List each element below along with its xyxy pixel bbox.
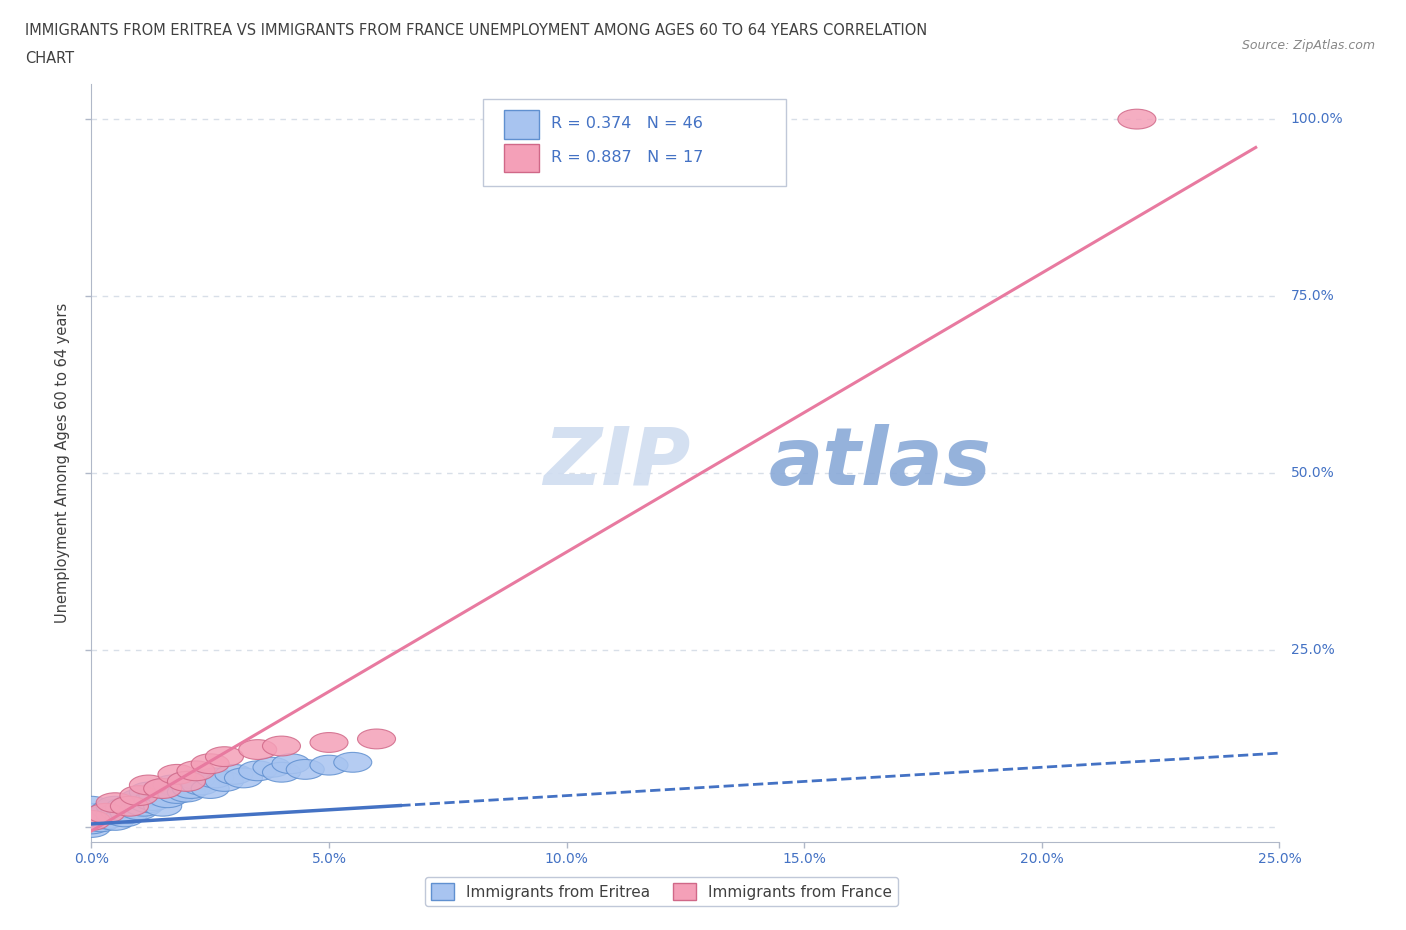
Legend: Immigrants from Eritrea, Immigrants from France: Immigrants from Eritrea, Immigrants from… [425,877,898,906]
Ellipse shape [120,790,157,809]
Ellipse shape [225,768,263,788]
Ellipse shape [129,792,167,813]
Text: R = 0.887   N = 17: R = 0.887 N = 17 [551,150,703,165]
Ellipse shape [96,804,134,825]
Ellipse shape [167,772,205,791]
Ellipse shape [205,747,243,766]
Ellipse shape [105,807,143,827]
Text: 100.0%: 100.0% [1291,113,1343,126]
Ellipse shape [125,796,163,817]
Ellipse shape [263,737,301,756]
Text: 25.0%: 25.0% [1291,644,1334,658]
Text: 50.0%: 50.0% [1291,466,1334,480]
Ellipse shape [139,786,177,805]
FancyBboxPatch shape [484,99,786,186]
Ellipse shape [101,802,139,822]
Ellipse shape [195,768,233,788]
Text: ZIP: ZIP [543,424,690,501]
Ellipse shape [72,796,111,817]
Text: R = 0.374   N = 46: R = 0.374 N = 46 [551,116,703,131]
Ellipse shape [72,804,111,823]
Ellipse shape [177,769,215,790]
Ellipse shape [157,764,195,784]
Text: 75.0%: 75.0% [1291,289,1334,303]
Ellipse shape [143,778,181,799]
Ellipse shape [87,809,125,829]
Text: CHART: CHART [25,51,75,66]
Ellipse shape [143,796,181,817]
Ellipse shape [105,798,143,817]
Ellipse shape [120,800,157,819]
Ellipse shape [181,775,219,795]
Ellipse shape [167,782,205,802]
Ellipse shape [215,764,253,784]
Ellipse shape [253,757,291,777]
Ellipse shape [357,729,395,749]
Ellipse shape [143,778,181,799]
Ellipse shape [96,792,134,813]
Ellipse shape [129,775,167,795]
Text: IMMIGRANTS FROM ERITREA VS IMMIGRANTS FROM FRANCE UNEMPLOYMENT AMONG AGES 60 TO : IMMIGRANTS FROM ERITREA VS IMMIGRANTS FR… [25,23,928,38]
Ellipse shape [149,788,187,807]
Ellipse shape [72,810,111,830]
Ellipse shape [167,772,205,791]
FancyBboxPatch shape [503,111,540,139]
Ellipse shape [111,796,149,817]
Y-axis label: Unemployment Among Ages 60 to 64 years: Unemployment Among Ages 60 to 64 years [55,302,70,623]
Ellipse shape [96,810,134,830]
Ellipse shape [134,790,172,810]
Text: Source: ZipAtlas.com: Source: ZipAtlas.com [1241,39,1375,52]
Ellipse shape [72,817,111,837]
Ellipse shape [1118,109,1156,129]
Ellipse shape [72,814,111,834]
Text: atlas: atlas [769,424,991,501]
Ellipse shape [111,804,149,823]
Ellipse shape [129,782,167,802]
Ellipse shape [263,763,301,782]
Ellipse shape [239,761,277,780]
Ellipse shape [157,784,195,804]
FancyBboxPatch shape [503,143,540,172]
Ellipse shape [191,778,229,799]
Ellipse shape [239,739,277,760]
Ellipse shape [115,792,153,813]
Ellipse shape [287,760,325,779]
Ellipse shape [333,752,371,772]
Ellipse shape [87,804,125,823]
Ellipse shape [120,786,157,805]
Ellipse shape [82,807,120,827]
Ellipse shape [271,754,309,774]
Ellipse shape [153,775,191,795]
Ellipse shape [91,800,129,819]
Ellipse shape [309,733,349,752]
Ellipse shape [72,810,111,830]
Ellipse shape [191,754,229,774]
Ellipse shape [205,772,243,791]
Ellipse shape [172,778,211,799]
Ellipse shape [96,796,134,817]
Ellipse shape [82,812,120,831]
Ellipse shape [177,761,215,780]
Ellipse shape [309,755,349,775]
